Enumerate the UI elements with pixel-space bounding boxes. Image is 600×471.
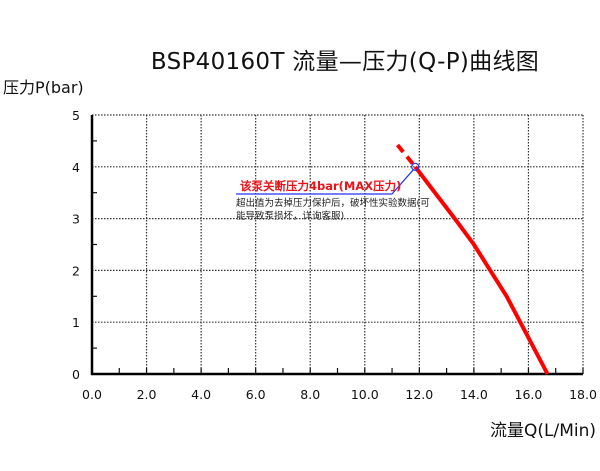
x-tick-label: 10.0 [351, 387, 379, 402]
x-tick-label: 12.0 [405, 387, 433, 402]
x-tick-label: 16.0 [515, 387, 543, 402]
x-tick-label: 6.0 [246, 387, 266, 402]
y-tick-label: 4 [72, 160, 80, 175]
y-axis-label: 压力P(bar) [3, 78, 84, 97]
curve-dashed-segment [395, 143, 417, 169]
x-tick-label: 4.0 [191, 387, 211, 402]
curve-solid-segment [413, 165, 550, 375]
y-tick-label: 2 [72, 263, 80, 278]
y-tick-label: 5 [72, 108, 80, 123]
x-axis-label: 流量Q(L/Min) [489, 421, 596, 441]
x-tick-label: 18.0 [569, 387, 597, 402]
max-pressure-marker [411, 162, 420, 171]
y-tick-label: 0 [72, 367, 80, 382]
x-tick-label: 2.0 [137, 387, 157, 402]
x-tick-label: 8.0 [300, 387, 320, 402]
annotation-leader-line [236, 169, 414, 195]
y-tick-label: 3 [72, 212, 80, 227]
x-tick-label: 14.0 [460, 387, 488, 402]
destructive-test-note: 超出值为去掉压力保护后，破坏性实验数据(可能导致泵损坏，详询客服) [236, 198, 430, 222]
max-pressure-annotation: 该泵关断压力4bar(MAX压力) [240, 179, 402, 193]
x-tick-label: 0.0 [82, 387, 102, 402]
chart-title: BSP40160T 流量—压力(Q-P)曲线图 [150, 49, 540, 75]
y-tick-label: 1 [72, 315, 80, 330]
